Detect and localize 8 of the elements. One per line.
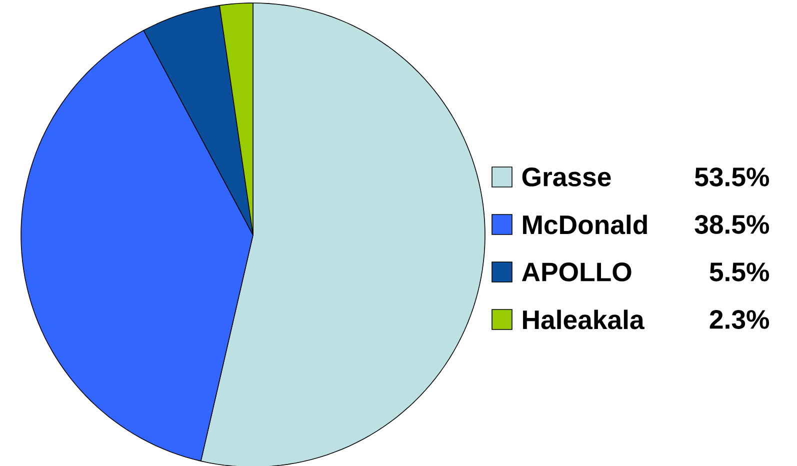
data-label: 5.5% xyxy=(710,262,770,282)
legend-label: Haleakala xyxy=(523,310,644,330)
data-label: 2.3% xyxy=(710,310,770,329)
data-label: 53.5% xyxy=(694,168,770,186)
legend-label: Grasse xyxy=(522,168,611,186)
data-label: 38.5% xyxy=(694,215,770,234)
legend-label: McDonald xyxy=(523,214,647,234)
legend-label: APOLLO xyxy=(522,262,632,282)
